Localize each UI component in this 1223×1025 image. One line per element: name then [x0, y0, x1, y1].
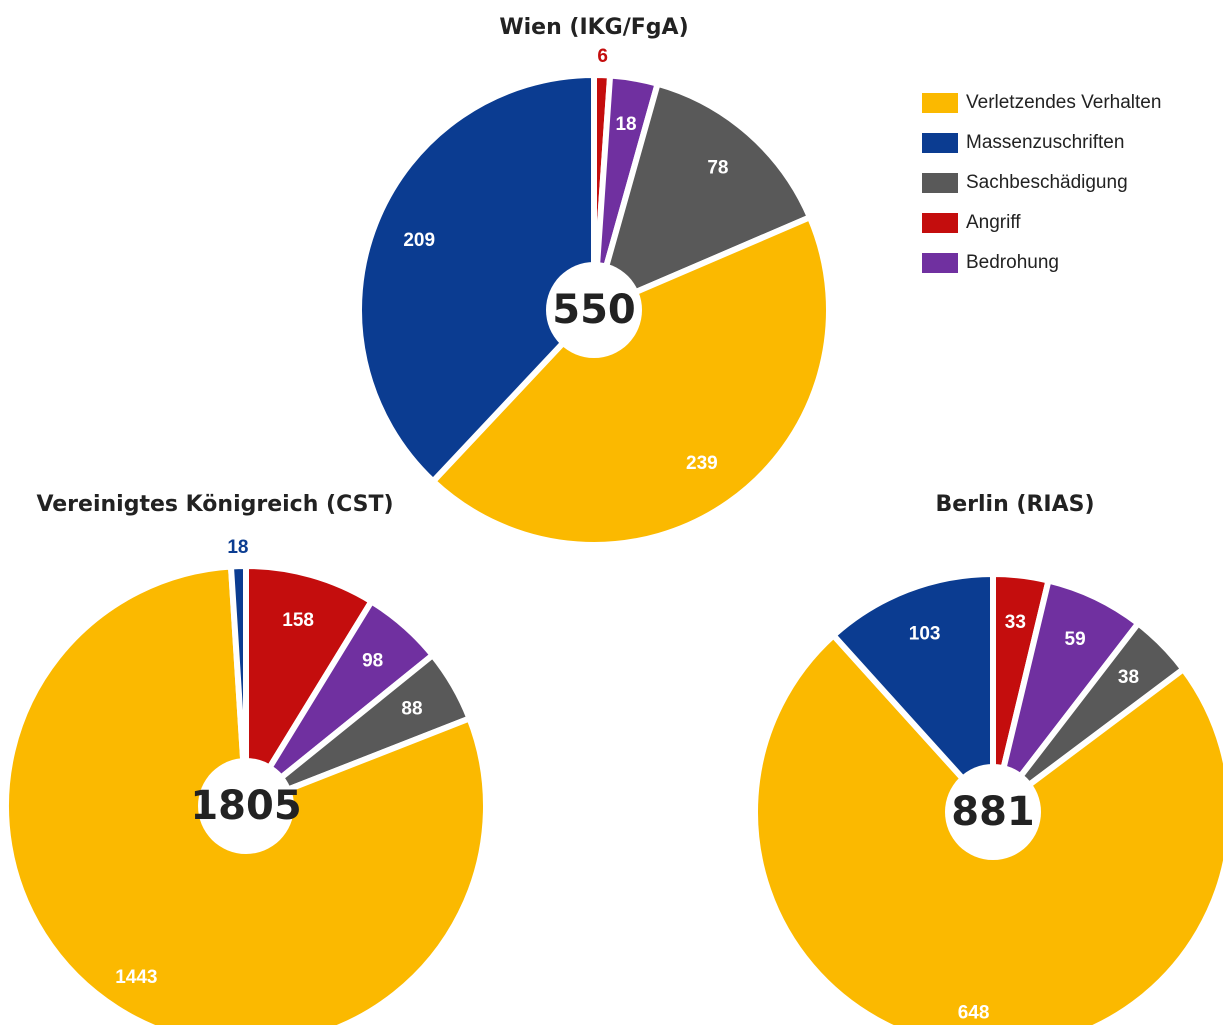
data-label: 59	[1065, 629, 1086, 650]
legend-swatch	[922, 213, 958, 233]
total-label: 881	[951, 789, 1035, 835]
data-label: 88	[401, 699, 422, 720]
total-label: 1805	[190, 783, 301, 829]
data-label: 33	[1005, 612, 1026, 633]
legend-label: Massenzuschriften	[966, 132, 1124, 153]
data-label: 209	[403, 230, 435, 251]
data-label: 103	[909, 623, 941, 644]
legend-label: Sachbeschädigung	[966, 172, 1128, 193]
center-hole	[546, 262, 642, 358]
chart-title: Berlin (RIAS)	[935, 492, 1094, 517]
pie-slice	[356, 71, 597, 486]
data-label: 78	[707, 158, 728, 179]
total-label: 550	[552, 287, 636, 333]
legend-swatch	[922, 93, 958, 113]
data-label: 98	[362, 651, 383, 672]
legend-label: Bedrohung	[966, 252, 1059, 273]
data-label: 38	[1118, 667, 1139, 688]
data-label: 648	[958, 1002, 990, 1023]
pie-slice	[243, 562, 376, 817]
data-label: 18	[227, 537, 248, 558]
center-hole	[945, 764, 1041, 860]
data-label: 18	[615, 114, 636, 135]
legend-label: Verletzendes Verhalten	[966, 92, 1161, 113]
data-label: 239	[686, 453, 718, 474]
pie-slice	[829, 570, 996, 820]
chart-title: Vereinigtes Königreich (CST)	[36, 492, 393, 517]
legend-label: Angriff	[966, 212, 1021, 233]
pie-slice	[589, 80, 814, 316]
pie-slice	[3, 563, 489, 1025]
legend-swatch	[922, 253, 958, 273]
legend-swatch	[922, 173, 958, 193]
data-label: 6	[597, 46, 608, 67]
chart-title: Wien (IKG/FgA)	[499, 15, 688, 40]
legend-swatch	[922, 133, 958, 153]
pie-slice	[227, 562, 249, 807]
center-hole	[198, 758, 294, 854]
pie-slice	[428, 213, 832, 548]
data-label: 158	[282, 610, 314, 631]
data-label: 1443	[115, 967, 157, 988]
